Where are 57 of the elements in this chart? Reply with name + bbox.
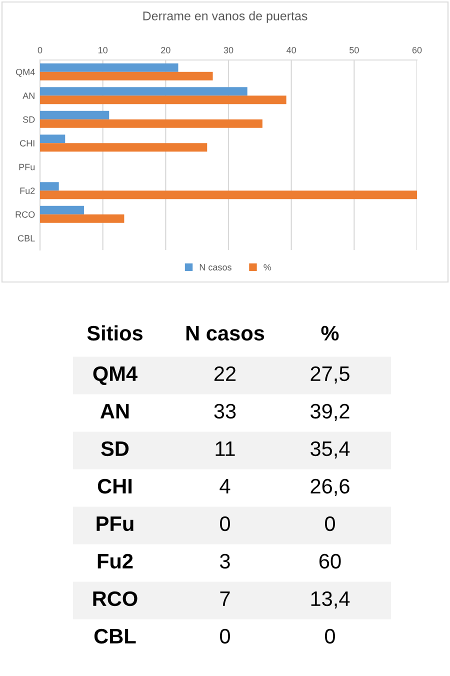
text: 60: [319, 554, 341, 569]
bar: [40, 182, 59, 191]
text: 0: [220, 628, 230, 644]
text: 0: [325, 516, 335, 532]
y-tick-label: CHI: [20, 140, 34, 146]
text: 33: [214, 404, 236, 419]
bar: [40, 206, 84, 214]
y-tick-label: RCO: [16, 211, 35, 218]
x-tick-label: 20: [161, 46, 170, 54]
text: RCO: [93, 591, 138, 606]
bar: [40, 110, 110, 120]
bar: [40, 143, 208, 152]
bar: [40, 190, 417, 200]
bar: [40, 96, 286, 104]
y-tick-label: CBL: [18, 235, 35, 242]
x-tick-label: 40: [286, 46, 296, 54]
text: Sitios: [87, 325, 143, 341]
bar: [40, 72, 213, 80]
y-tick-label: SD: [23, 116, 35, 123]
bar: [40, 214, 124, 223]
text: QM4: [93, 366, 138, 385]
text: CHI: [98, 478, 132, 494]
text: SD: [101, 441, 129, 456]
text: 13,4: [311, 591, 350, 609]
bar: [40, 134, 66, 144]
text: 0: [220, 516, 230, 532]
x-tick-label: 30: [224, 46, 234, 54]
text: N casos: [186, 326, 264, 341]
x-tick-label: 50: [350, 46, 359, 54]
text: Fu2: [98, 554, 133, 569]
text: 35,4: [310, 441, 350, 459]
y-tick-label: AN: [22, 92, 34, 99]
text: %: [321, 326, 339, 341]
bar: [40, 87, 248, 96]
text: 4: [220, 479, 230, 494]
x-tick-label: 10: [98, 46, 108, 54]
legend-label: N casos: [200, 264, 232, 270]
text: PFu: [96, 516, 134, 532]
chart-title: Derrame en vanos de puertas: [143, 11, 308, 23]
bar: [40, 119, 262, 128]
legend-label: %: [264, 264, 272, 270]
text: AN: [100, 404, 129, 418]
text: 3: [220, 554, 230, 569]
y-tick-label: PFu: [19, 164, 35, 170]
y-tick-label: QM4: [16, 68, 35, 77]
text: CBL: [94, 628, 136, 644]
bar: [40, 63, 178, 72]
text: 22: [214, 366, 236, 381]
x-tick-label: 0: [38, 46, 42, 54]
text: 0: [325, 628, 335, 644]
x-tick-label: 60: [412, 46, 422, 54]
text: 7: [220, 592, 230, 606]
text: 11: [216, 442, 235, 456]
text: 39,2: [310, 404, 350, 422]
text: 26,6: [310, 478, 350, 496]
y-tick-label: Fu2: [20, 188, 35, 194]
text: 27,5: [310, 366, 350, 384]
